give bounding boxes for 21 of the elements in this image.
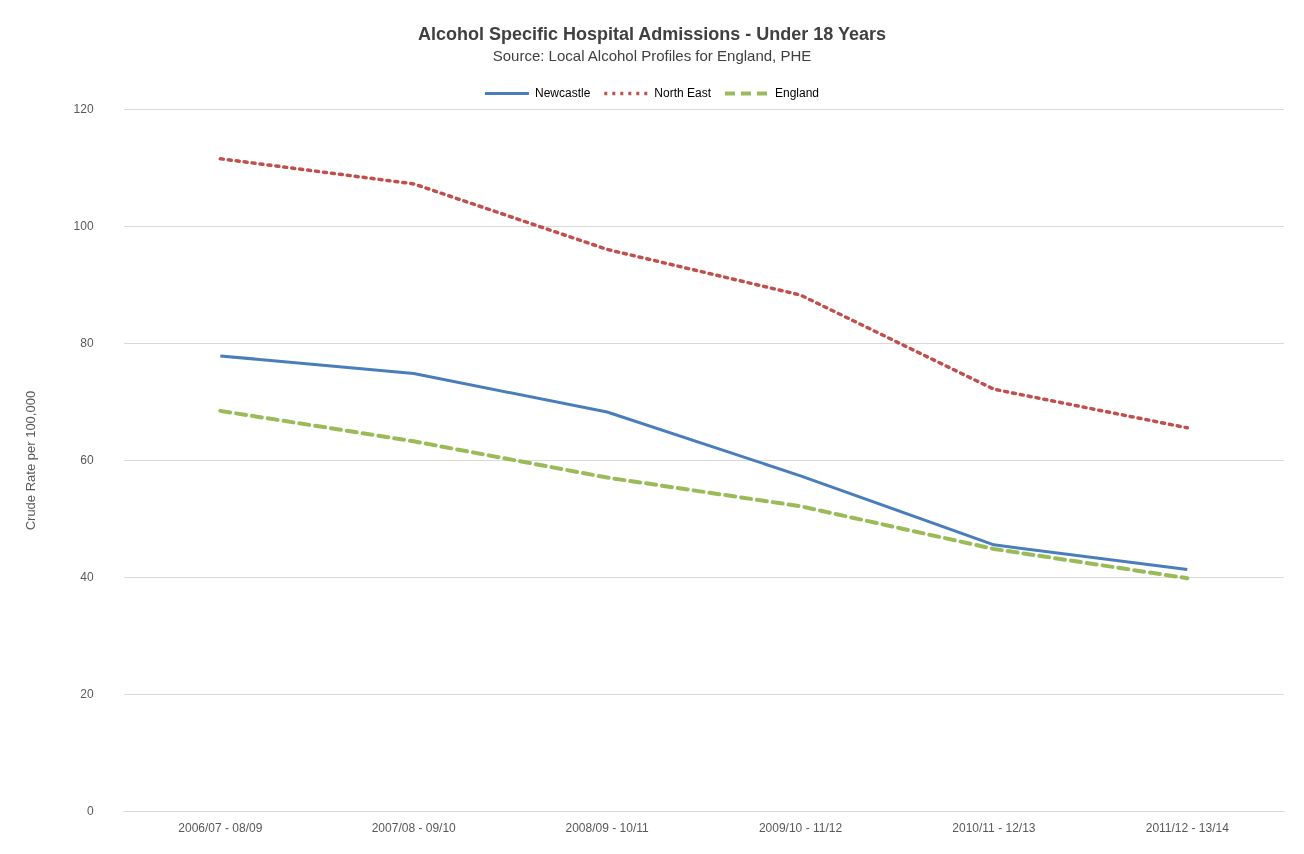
line-series [218,156,1190,430]
y-tick-label: 40 [80,569,94,584]
y-tick-label: 120 [73,101,94,116]
legend-label: North East [654,85,712,100]
y-axis-title: Crude Rate per 100,000 [23,390,39,531]
x-tick-label: 2006/07 - 08/09 [178,821,263,836]
y-tick-label: 0 [86,803,94,818]
y-tick-label: 100 [73,218,94,233]
chart-subtitle: Source: Local Alcohol Profiles for England, PHE [492,46,812,64]
y-tick-label: 80 [80,335,94,350]
x-tick-label: 2008/09 - 10/11 [565,821,650,836]
line-series [218,408,1190,581]
y-tick-label: 20 [80,686,94,701]
x-tick-label: 2007/08 - 09/10 [371,821,457,836]
x-tick-label: 2011/12 - 13/14 [1145,821,1230,836]
x-tick-label: 2010/11 - 12/13 [952,821,1036,836]
x-tick-label: 2009/10 - 11/12 [758,821,843,836]
y-tick-label: 60 [80,452,94,467]
legend-label: England [775,85,820,100]
legend-label: Newcastle [534,85,591,100]
chart-title: Alcohol Specific Hospital Admissions - Under 18 Years [417,23,887,44]
